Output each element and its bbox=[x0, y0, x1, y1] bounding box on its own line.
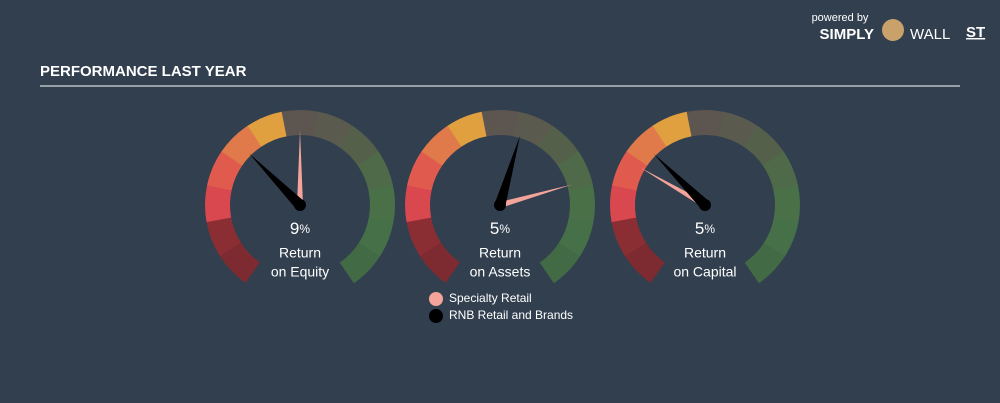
gauge-segment bbox=[358, 217, 394, 257]
gauge-segment bbox=[447, 111, 487, 147]
logo-icon bbox=[882, 19, 904, 41]
gauge-segment bbox=[221, 125, 262, 166]
value-number: 5 bbox=[490, 219, 499, 238]
gauge-segment bbox=[568, 185, 595, 223]
gauge-segment bbox=[406, 217, 442, 257]
gauge-label: on Equity bbox=[271, 264, 329, 280]
value-label: 5% bbox=[695, 219, 715, 238]
gauge-label: on Capital bbox=[673, 264, 736, 280]
gauge-segment bbox=[339, 242, 380, 284]
value-label: 9% bbox=[290, 219, 310, 238]
value-label: 5% bbox=[490, 219, 510, 238]
gauge-segment bbox=[281, 110, 320, 137]
gauge-segment bbox=[626, 125, 667, 166]
brand: WALL bbox=[910, 26, 950, 43]
gauge-segment bbox=[205, 184, 232, 223]
gauge-segment bbox=[247, 111, 287, 147]
section-title: PERFORMANCE LAST YEAR bbox=[40, 63, 247, 80]
gauge-segment bbox=[624, 242, 665, 283]
needle-hub bbox=[294, 199, 306, 211]
gauge-segment bbox=[421, 125, 462, 166]
gauge-segment bbox=[206, 217, 242, 257]
powered-by: powered by bbox=[812, 12, 869, 24]
brand: SIMPLY bbox=[820, 26, 874, 43]
gauge-segment bbox=[744, 242, 785, 284]
value-unit: % bbox=[299, 222, 310, 236]
legend-marker bbox=[429, 309, 443, 323]
gauge-segment bbox=[368, 185, 395, 223]
gauge-segment bbox=[558, 217, 594, 257]
value-number: 5 bbox=[695, 219, 704, 238]
gauge-label: Return bbox=[479, 245, 521, 261]
gauge-segment bbox=[652, 111, 692, 147]
needle-hub bbox=[699, 199, 711, 211]
gauge-segment bbox=[313, 111, 353, 147]
gauge-segment bbox=[219, 242, 260, 283]
gauge-segment bbox=[207, 151, 243, 191]
legend-label: RNB Retail and Brands bbox=[449, 308, 573, 322]
company-needle bbox=[654, 154, 709, 209]
company-needle bbox=[249, 153, 304, 209]
industry-needle bbox=[499, 184, 573, 208]
gauge-segment bbox=[610, 184, 637, 223]
legend-marker bbox=[429, 292, 443, 306]
needle-hub bbox=[494, 199, 506, 211]
gauge-segment bbox=[407, 151, 443, 191]
value-unit: % bbox=[704, 222, 715, 236]
gauge-segment bbox=[357, 151, 394, 192]
gauge-label: Return bbox=[279, 245, 321, 261]
gauge-segment bbox=[513, 111, 553, 147]
industry-needle bbox=[640, 167, 707, 208]
gauge-segment bbox=[762, 151, 799, 192]
gauge-segment bbox=[686, 110, 725, 137]
gauge-segment bbox=[611, 217, 647, 257]
gauge-segment bbox=[538, 125, 579, 167]
value-unit: % bbox=[499, 222, 510, 236]
gauge-segment bbox=[612, 151, 648, 191]
gauge-label: Return bbox=[684, 245, 726, 261]
gauge-segment bbox=[718, 111, 758, 147]
gauge-segment bbox=[481, 110, 520, 137]
gauge-segment bbox=[338, 125, 379, 167]
gauge-segment bbox=[773, 185, 800, 223]
legend-label: Specialty Retail bbox=[449, 291, 532, 305]
industry-needle bbox=[297, 130, 303, 205]
gauge-segment bbox=[539, 242, 580, 284]
value-number: 9 bbox=[290, 219, 299, 238]
gauge-segment bbox=[557, 151, 594, 192]
brand: ST bbox=[966, 24, 985, 41]
gauge-segment bbox=[419, 242, 460, 283]
company-needle bbox=[494, 135, 520, 207]
gauge-label: on Assets bbox=[470, 264, 531, 280]
gauge-segment bbox=[743, 125, 784, 167]
gauge-segment bbox=[763, 217, 799, 257]
gauge-segment bbox=[405, 184, 432, 223]
